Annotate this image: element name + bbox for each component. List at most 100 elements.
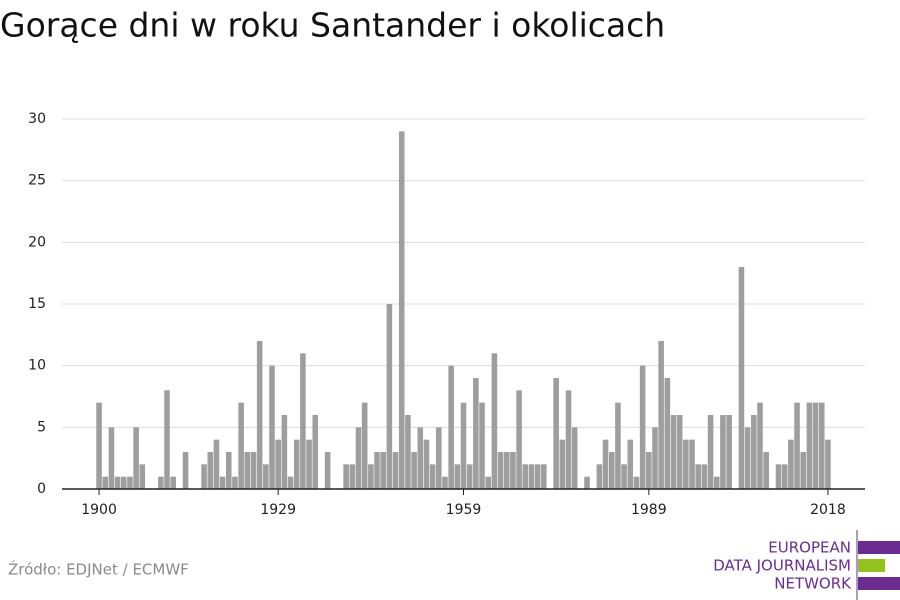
bar bbox=[429, 464, 436, 489]
bar bbox=[763, 452, 769, 489]
bar bbox=[460, 402, 467, 489]
x-tick-label: 1929 bbox=[260, 502, 296, 518]
bar bbox=[263, 464, 269, 489]
bar bbox=[361, 402, 368, 489]
logo-bar bbox=[858, 577, 900, 590]
bar bbox=[386, 304, 393, 489]
bar bbox=[102, 476, 109, 489]
bar bbox=[442, 476, 448, 489]
bar bbox=[219, 476, 226, 489]
bar bbox=[788, 439, 794, 489]
y-tick-label: 20 bbox=[28, 234, 46, 250]
bar bbox=[800, 452, 807, 489]
bar bbox=[238, 402, 244, 489]
bar bbox=[448, 365, 454, 489]
y-tick-label: 25 bbox=[28, 173, 46, 189]
logo-text: EUROPEAN bbox=[768, 539, 851, 557]
bar bbox=[627, 439, 634, 489]
bar bbox=[164, 390, 170, 489]
bar bbox=[621, 464, 627, 489]
logo-bar bbox=[858, 559, 885, 572]
bar bbox=[324, 452, 331, 489]
bar bbox=[738, 267, 745, 489]
bar bbox=[405, 415, 411, 489]
bar bbox=[602, 439, 609, 489]
bar bbox=[170, 476, 176, 489]
bar bbox=[139, 464, 146, 489]
bar bbox=[522, 464, 529, 489]
bar bbox=[676, 415, 683, 489]
bar bbox=[596, 464, 603, 489]
bar bbox=[349, 464, 356, 489]
bar bbox=[96, 402, 102, 489]
bar bbox=[275, 439, 281, 489]
bar bbox=[281, 415, 288, 489]
bar bbox=[503, 452, 510, 489]
x-tick-label: 2018 bbox=[810, 502, 846, 518]
x-tick-label: 1989 bbox=[631, 502, 667, 518]
bar bbox=[355, 427, 362, 489]
bar bbox=[781, 464, 788, 489]
bar bbox=[287, 476, 294, 489]
bar bbox=[559, 439, 566, 489]
y-tick-label: 30 bbox=[28, 111, 46, 127]
bar bbox=[812, 402, 819, 489]
bar bbox=[293, 439, 300, 489]
bar bbox=[201, 464, 207, 489]
bar bbox=[553, 378, 559, 489]
bar bbox=[392, 452, 399, 489]
bar bbox=[232, 476, 238, 489]
bar bbox=[374, 452, 380, 489]
bar bbox=[244, 452, 251, 489]
bar bbox=[411, 452, 417, 489]
logo-text: DATA JOURNALISM bbox=[713, 557, 851, 575]
bar bbox=[516, 390, 522, 489]
bar bbox=[436, 427, 442, 489]
bar bbox=[417, 427, 424, 489]
bar bbox=[608, 452, 615, 489]
bar bbox=[182, 452, 189, 489]
bar bbox=[695, 464, 702, 489]
bar bbox=[720, 415, 726, 489]
bar bbox=[114, 476, 121, 489]
bar bbox=[473, 378, 479, 489]
bar bbox=[250, 452, 257, 489]
bar bbox=[368, 464, 374, 489]
bar bbox=[565, 390, 572, 489]
chart-title: Gorące dni w roku Santander i okolicach bbox=[0, 6, 665, 45]
bar bbox=[541, 464, 547, 489]
bar bbox=[256, 341, 263, 489]
bar bbox=[707, 415, 714, 489]
bar bbox=[615, 402, 621, 489]
bar bbox=[133, 427, 139, 489]
bar bbox=[664, 378, 671, 489]
bar bbox=[534, 464, 541, 489]
bar bbox=[343, 464, 349, 489]
bar bbox=[213, 439, 220, 489]
bar bbox=[757, 402, 763, 489]
bar bbox=[497, 452, 504, 489]
bar bbox=[528, 464, 535, 489]
bar bbox=[818, 402, 825, 489]
bar bbox=[689, 439, 695, 489]
logo-text: NETWORK bbox=[774, 575, 852, 593]
x-tick-label: 1959 bbox=[446, 502, 482, 518]
source: Źródło: EDJNet / ECMWF bbox=[8, 560, 189, 579]
bar bbox=[775, 464, 782, 489]
y-tick-label: 15 bbox=[28, 296, 46, 312]
x-tick-label: 1900 bbox=[81, 502, 117, 518]
bar bbox=[571, 427, 578, 489]
bar bbox=[652, 427, 658, 489]
bar bbox=[633, 476, 640, 489]
bar bbox=[491, 353, 498, 489]
bar bbox=[269, 365, 275, 489]
bar bbox=[466, 464, 473, 489]
bar bbox=[120, 476, 127, 489]
bar bbox=[306, 439, 312, 489]
y-tick-label: 10 bbox=[28, 358, 46, 374]
bar bbox=[108, 427, 115, 489]
bar bbox=[423, 439, 430, 489]
bar bbox=[300, 353, 306, 489]
